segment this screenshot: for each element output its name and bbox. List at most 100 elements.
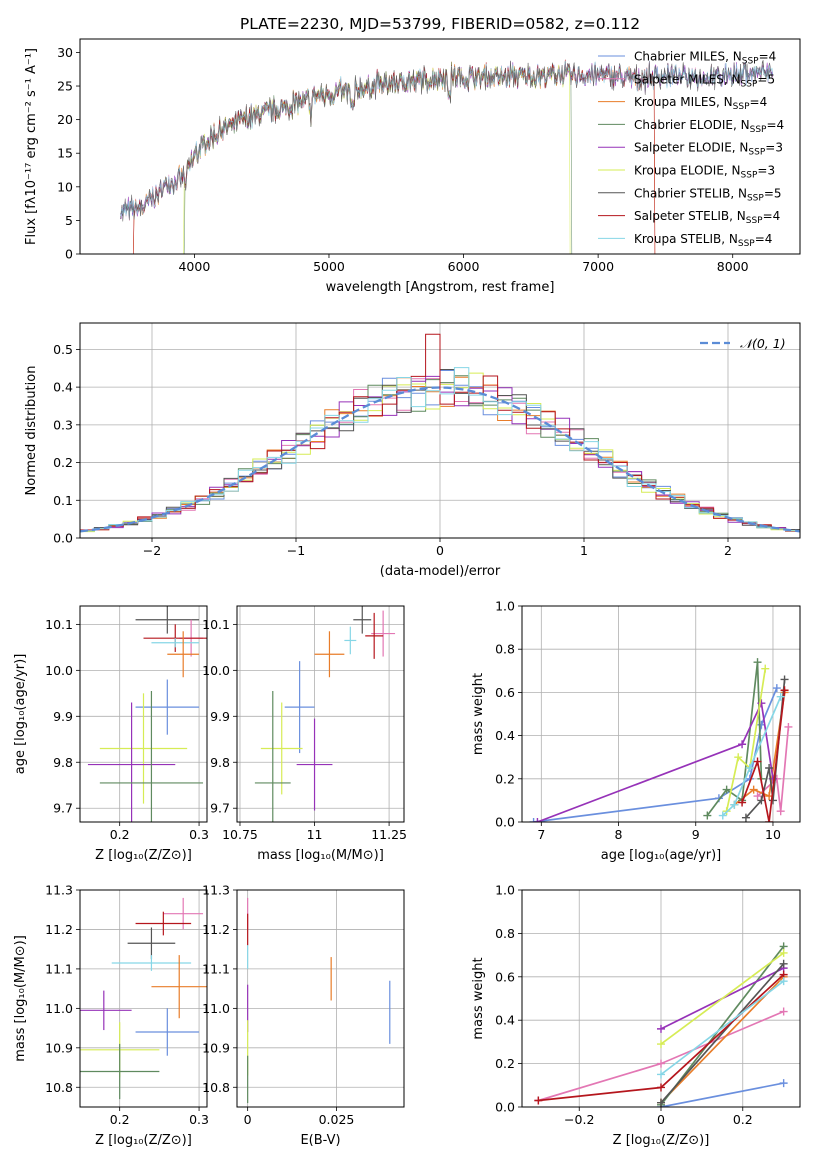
y-tick-label: 0.6 xyxy=(495,685,515,700)
y-tick-label: 0.2 xyxy=(53,455,73,470)
y-tick-label: 10.1 xyxy=(202,617,230,632)
marker-kroupa-elodie xyxy=(761,664,770,673)
legend-label-chabrier-miles: Chabrier MILES, NSSP=4 xyxy=(634,50,776,67)
ticks: 0 0.025 10.8 10.9 11.0 11.1 11.2 11.3 xyxy=(202,883,354,1128)
x-tick-label: 0.2 xyxy=(110,1112,130,1127)
y-tick-label: 10.9 xyxy=(45,1040,73,1055)
point-chabrier-miles xyxy=(284,661,315,754)
y-tick-label: 20 xyxy=(57,112,73,127)
point-kroupa-stelib xyxy=(111,955,192,971)
x-tick-label: 1 xyxy=(580,543,588,558)
plot-area xyxy=(534,942,788,1107)
marker-kroupa-elodie xyxy=(657,1040,665,1049)
panel-mass-vs-ebv: 0 0.025 10.8 10.9 11.0 11.1 11.2 11.3 E(B-V) xyxy=(202,883,405,1148)
plot-area xyxy=(247,897,391,1104)
y-axis-label: Flux [fλ10⁻¹⁷ erg cm⁻² s⁻¹ A⁻¹] xyxy=(24,48,39,245)
x-tick-label: 8 xyxy=(615,827,623,842)
axes-frame xyxy=(79,605,208,823)
plot-area xyxy=(120,59,774,254)
figure-title: PLATE=2230, MJD=53799, FIBERID=0582, z=0… xyxy=(240,15,640,33)
y-tick-label: 11.0 xyxy=(45,1001,73,1016)
x-tick-label: 11 xyxy=(307,827,323,842)
panel-residual-histogram: −2 −1 0 1 2 0.0 0.1 0.2 0.3 0.4 0.5 (data-model)/er… xyxy=(24,322,801,579)
x-tick-label: 5000 xyxy=(313,259,345,274)
marker-salpeter-miles xyxy=(776,807,785,816)
y-tick-label: 25 xyxy=(57,79,73,94)
point-chabrier-stelib xyxy=(353,606,372,634)
x-tick-label: 0.3 xyxy=(189,827,209,842)
y-tick-label: 10.8 xyxy=(45,1080,73,1095)
grid xyxy=(237,606,404,822)
marker-chabrier-stelib xyxy=(779,959,788,968)
x-axis-label: E(B-V) xyxy=(300,1133,340,1148)
point-kroupa-miles xyxy=(314,631,345,678)
y-tick-label: 10.0 xyxy=(45,663,73,678)
y-tick-label: 11.1 xyxy=(202,961,230,976)
legend-label-salpeter-elodie: Salpeter ELODIE, NSSP=3 xyxy=(634,141,783,158)
y-tick-label: 5 xyxy=(65,213,73,228)
panel-weight-vs-age: 7 8 9 10 0.0 0.2 0.4 0.6 0.8 1.0 age [log₁₀(age/yr… xyxy=(471,599,801,863)
point-kroupa-stelib xyxy=(344,626,357,655)
y-tick-label: 0.8 xyxy=(495,926,515,941)
legend-label-kroupa-elodie: Kroupa ELODIE, NSSP=3 xyxy=(634,164,775,181)
line-kroupa-stelib xyxy=(722,696,782,817)
y-tick-label: 10.1 xyxy=(45,617,73,632)
marker-salpeter-elodie xyxy=(657,1024,665,1033)
y-tick-label: 0.0 xyxy=(495,815,515,830)
legend-label-kroupa-stelib: Kroupa STELIB, NSSP=4 xyxy=(634,232,772,249)
marker-kroupa-stelib xyxy=(779,977,788,986)
point-salpeter-stelib xyxy=(135,911,192,936)
x-tick-label: 10.75 xyxy=(222,827,258,842)
point-chabrier-miles xyxy=(135,679,200,735)
marker-chabrier-stelib xyxy=(780,675,789,684)
marker-salpeter-miles xyxy=(753,792,762,801)
marker-salpeter-miles xyxy=(784,722,793,731)
x-tick-label: 0 xyxy=(657,1112,665,1127)
legend-label-salpeter-stelib: Salpeter STELIB, NSSP=4 xyxy=(634,209,780,226)
marker-salpeter-stelib xyxy=(765,818,774,822)
x-tick-label: −1 xyxy=(287,543,305,558)
y-tick-label: 0.3 xyxy=(53,417,73,432)
marker-kroupa-stelib xyxy=(718,811,727,820)
x-tick-label: 2 xyxy=(724,543,732,558)
line-kroupa-stelib xyxy=(660,980,785,1076)
x-tick-label: 6000 xyxy=(448,259,480,274)
panel-age-vs-mass: 10.75 11 11.25 9.7 9.8 9.9 10.0 10.1 mass [log₁₀… xyxy=(202,605,407,863)
y-tick-label: 11.0 xyxy=(202,1001,230,1016)
marker-salpeter-stelib xyxy=(738,798,747,807)
marker-kroupa-stelib xyxy=(776,692,785,701)
x-tick-label: 9 xyxy=(692,827,700,842)
spectrum-kroupa-miles xyxy=(120,61,773,254)
marker-chabrier-elodie xyxy=(753,658,762,667)
marker-salpeter-stelib xyxy=(780,686,789,695)
x-tick-label: 4000 xyxy=(178,259,210,274)
x-tick-label: 0 xyxy=(244,1112,252,1127)
y-tick-label: 9.7 xyxy=(210,801,230,816)
marker-chabrier-miles xyxy=(779,1079,788,1088)
legend-label-salpeter-miles: Salpeter MILES, NSSP=5 xyxy=(634,72,775,89)
y-tick-label: 0.2 xyxy=(495,771,515,786)
marker-kroupa-stelib xyxy=(745,764,754,772)
marker-salpeter-stelib xyxy=(534,1096,543,1105)
spectrum-legend: Chabrier MILES, NSSP=4 Salpeter MILES, NS… xyxy=(598,50,784,249)
marker-chabrier-miles xyxy=(529,818,538,822)
axes-frame xyxy=(521,605,801,823)
x-tick-label: −0.2 xyxy=(564,1112,594,1127)
line-chabrier-miles xyxy=(660,1082,784,1107)
y-tick-label: 0.4 xyxy=(495,728,515,743)
axes-frame xyxy=(521,889,801,1108)
x-axis-label: mass [log₁₀(M/M⊙)] xyxy=(257,848,384,863)
ticks: 7 8 9 10 0.0 0.2 0.4 0.6 0.8 1.0 xyxy=(495,599,781,843)
line-kroupa-elodie xyxy=(725,668,767,812)
panel-age-vs-Z: 0.2 0.3 9.7 9.8 9.9 10.0 10.1 Z [log₁₀(Z/Z⊙)] ag… xyxy=(13,605,209,863)
x-axis-label: wavelength [Angstrom, rest frame] xyxy=(326,280,555,295)
y-tick-label: 11.2 xyxy=(202,922,230,937)
y-tick-label: 30 xyxy=(57,45,73,60)
y-tick-label: 0.5 xyxy=(53,342,73,357)
y-tick-label: 11.2 xyxy=(45,922,73,937)
point-chabrier-elodie xyxy=(80,1043,160,1100)
y-tick-label: 9.8 xyxy=(210,755,230,770)
plot-area xyxy=(80,897,207,1100)
marker-chabrier-stelib xyxy=(768,796,777,805)
y-tick-label: 10.8 xyxy=(202,1080,230,1095)
